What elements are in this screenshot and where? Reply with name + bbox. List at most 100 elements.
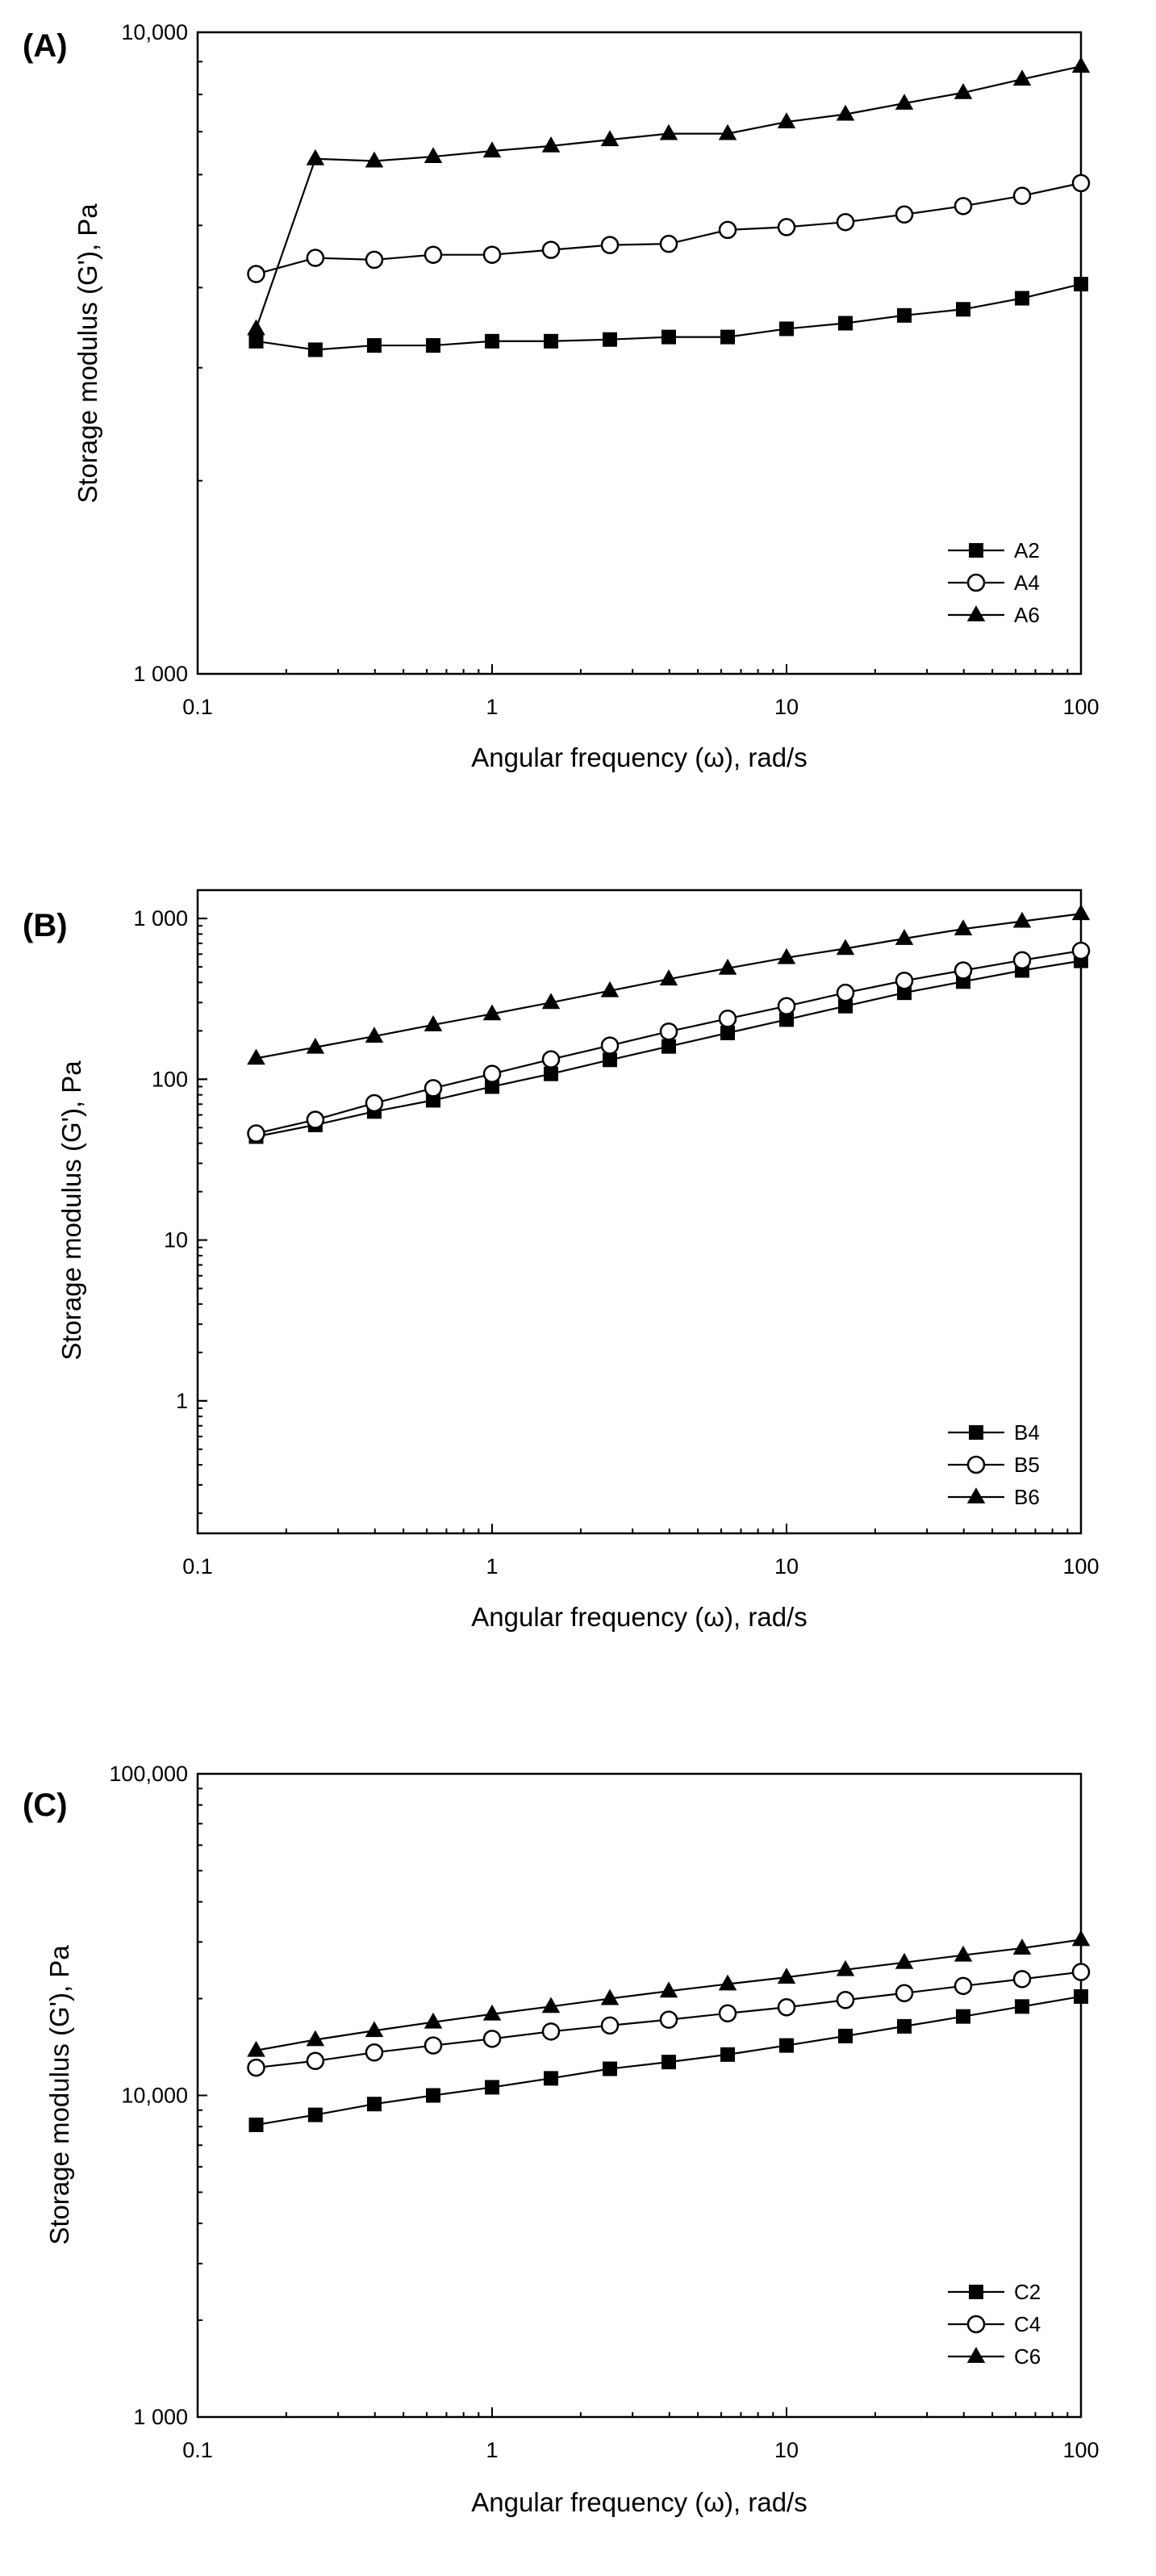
- data-point: [718, 123, 737, 140]
- data-point: [777, 947, 796, 964]
- legend-label: C2: [1014, 2280, 1041, 2304]
- data-point: [426, 2088, 441, 2103]
- data-point: [482, 1004, 502, 1021]
- data-point: [306, 249, 325, 267]
- data-point: [485, 2080, 499, 2095]
- data-point: [661, 2055, 676, 2070]
- legend-marker: [969, 543, 983, 558]
- data-point: [541, 993, 561, 1010]
- data-point: [603, 332, 618, 347]
- data-point: [248, 333, 264, 349]
- data-point: [485, 1079, 499, 1094]
- data-point: [541, 2022, 561, 2041]
- data-point: [365, 1094, 384, 1113]
- data-point: [954, 919, 973, 936]
- data-point: [659, 234, 678, 253]
- data-point: [424, 245, 443, 264]
- data-point: [482, 141, 502, 158]
- panel-c: (C) 0.1 1 10 100 1 000 10,000 100,000 Angular fr…: [23, 1762, 1100, 2517]
- data-point: [1012, 186, 1032, 205]
- data-point: [1071, 56, 1091, 73]
- x-tick-label: 100: [1062, 695, 1099, 719]
- y-axis-title: Storage modulus (G'), Pa: [56, 1060, 86, 1361]
- legend-label: C4: [1014, 2312, 1041, 2336]
- x-tick-label: 0.1: [182, 2438, 213, 2462]
- plot-frame: [196, 31, 1083, 675]
- x-tick-label: 10: [774, 695, 799, 719]
- x-axis-title: Angular frequency (ω), rad/s: [471, 742, 807, 772]
- data-point: [779, 321, 794, 337]
- data-point: [897, 2018, 912, 2034]
- data-point: [954, 1976, 973, 1996]
- data-point: [544, 333, 559, 349]
- data-point: [718, 958, 737, 975]
- data-point: [836, 983, 855, 1002]
- data-point: [426, 338, 441, 353]
- data-point: [600, 236, 620, 254]
- data-point: [424, 147, 443, 164]
- panel-label: (B): [23, 908, 68, 943]
- x-tick-label: 10: [774, 2438, 799, 2462]
- data-point: [603, 2061, 618, 2076]
- data-point: [720, 1025, 736, 1040]
- data-point: [541, 136, 561, 153]
- data-point: [836, 212, 855, 232]
- legend-label: B6: [1014, 1485, 1040, 1509]
- data-point: [365, 2043, 384, 2062]
- legend-entry: B6: [948, 1485, 1040, 1509]
- y-tick-label: 1 000: [133, 2405, 188, 2429]
- legend-marker: [966, 605, 986, 621]
- data-point: [954, 83, 973, 99]
- data-point: [954, 961, 973, 980]
- legend-marker: [966, 1455, 986, 1474]
- legend-entry: C6: [948, 2344, 1041, 2369]
- data-point: [247, 2058, 265, 2077]
- series-C6: [247, 1930, 1091, 2057]
- data-point: [600, 2016, 620, 2035]
- data-point: [1012, 951, 1032, 970]
- series-B6: [247, 904, 1091, 1065]
- data-point: [544, 1066, 559, 1081]
- data-point: [838, 316, 853, 331]
- legend-entry: C2: [948, 2280, 1041, 2304]
- y-tick-label: 10,000: [121, 2084, 188, 2108]
- data-point: [248, 2117, 264, 2132]
- x-tick-label: 0.1: [182, 695, 213, 719]
- data-point: [720, 329, 736, 345]
- data-point: [365, 151, 384, 168]
- x-tick-label: 100: [1062, 2438, 1099, 2462]
- data-point: [954, 1945, 973, 1962]
- series-line: [255, 65, 1082, 329]
- legend-entry: B5: [948, 1453, 1040, 1477]
- series-C2: [248, 1988, 1088, 2132]
- data-point: [836, 104, 855, 121]
- data-point: [541, 1050, 561, 1068]
- legend-label: A6: [1014, 603, 1040, 627]
- data-point: [247, 1124, 265, 1143]
- y-tick-label: 10: [164, 1228, 188, 1252]
- data-point: [307, 342, 323, 358]
- data-point: [482, 1064, 502, 1083]
- panel-label: (A): [23, 28, 68, 64]
- series-B4: [248, 953, 1088, 1144]
- y-tick-label: 1 000: [133, 662, 188, 686]
- data-point: [247, 2040, 265, 2057]
- data-point: [247, 265, 265, 283]
- data-point: [1012, 911, 1032, 928]
- data-point: [1015, 291, 1030, 306]
- data-point: [720, 2047, 736, 2062]
- data-point: [306, 1037, 325, 1054]
- legend-label: C6: [1014, 2344, 1041, 2369]
- legend-entry: B4: [948, 1420, 1040, 1445]
- data-point: [424, 1079, 443, 1098]
- data-point: [600, 1036, 620, 1055]
- data-point: [247, 319, 265, 336]
- data-point: [777, 218, 796, 236]
- x-axis-title: Angular frequency (ω), rad/s: [471, 2487, 807, 2517]
- x-tick-label: 1: [486, 1554, 498, 1579]
- x-tick-label: 10: [774, 1554, 799, 1579]
- data-point: [659, 1022, 678, 1041]
- x-tick-label: 100: [1062, 1554, 1099, 1579]
- data-point: [897, 307, 912, 323]
